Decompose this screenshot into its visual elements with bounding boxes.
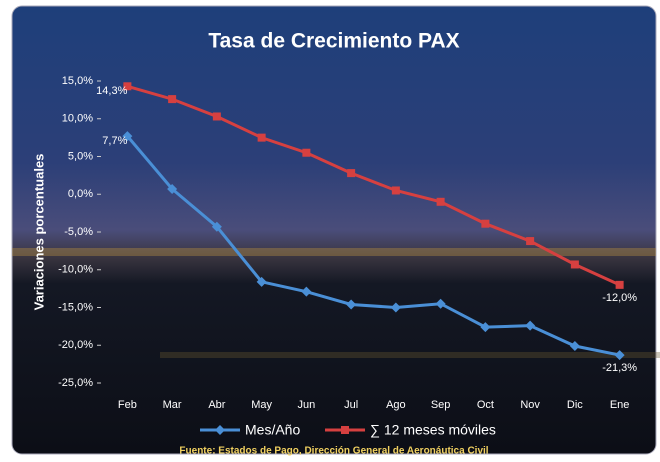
point <box>341 426 349 434</box>
chart-title: Tasa de Crecimiento PAX <box>208 30 459 53</box>
point <box>258 134 266 142</box>
runway <box>160 352 660 358</box>
y-tick-label: 15,0% <box>62 75 93 87</box>
point <box>481 220 489 228</box>
point <box>347 169 355 177</box>
point <box>168 95 176 103</box>
point <box>213 112 221 120</box>
x-tick-label: Feb <box>118 399 137 411</box>
y-tick-label: -20,0% <box>58 339 93 351</box>
y-tick-label: 5,0% <box>68 150 93 162</box>
x-tick-label: Ago <box>386 399 406 411</box>
y-tick-label: 10,0% <box>62 113 93 125</box>
point <box>571 260 579 268</box>
point <box>302 149 310 157</box>
x-tick-label: Mar <box>163 399 182 411</box>
value-label: 7,7% <box>102 135 127 147</box>
x-tick-label: Dic <box>567 399 583 411</box>
y-tick-label: -5,0% <box>64 226 93 238</box>
source: Fuente: Estados de Pago, Dirección Gener… <box>179 446 488 457</box>
x-tick-label: Oct <box>477 399 494 411</box>
value-label: 14,3% <box>96 85 127 97</box>
x-tick-label: Jun <box>298 399 316 411</box>
chart: Tasa de Crecimiento PAX Variaciones porc… <box>0 0 660 457</box>
x-tick-label: Abr <box>208 399 225 411</box>
point <box>616 281 624 289</box>
y-tick-label: -10,0% <box>58 264 93 276</box>
value-label: -12,0% <box>602 292 637 304</box>
legend-label: Mes/Año <box>245 422 300 438</box>
background <box>12 6 656 454</box>
x-tick-label: Ene <box>610 399 630 411</box>
y-tick-label: -15,0% <box>58 301 93 313</box>
point <box>392 186 400 194</box>
x-tick-label: Jul <box>344 399 358 411</box>
y-tick-label: -25,0% <box>58 377 93 389</box>
legend-label: ∑ 12 meses móviles <box>370 422 496 438</box>
x-tick-label: Nov <box>520 399 540 411</box>
y-axis-label: Variaciones porcentuales <box>31 154 46 311</box>
point <box>437 198 445 206</box>
x-tick-label: May <box>251 399 272 411</box>
point <box>526 237 534 245</box>
value-label: -21,3% <box>602 362 637 374</box>
y-tick-label: 0,0% <box>68 188 93 200</box>
x-tick-label: Sep <box>431 399 451 411</box>
